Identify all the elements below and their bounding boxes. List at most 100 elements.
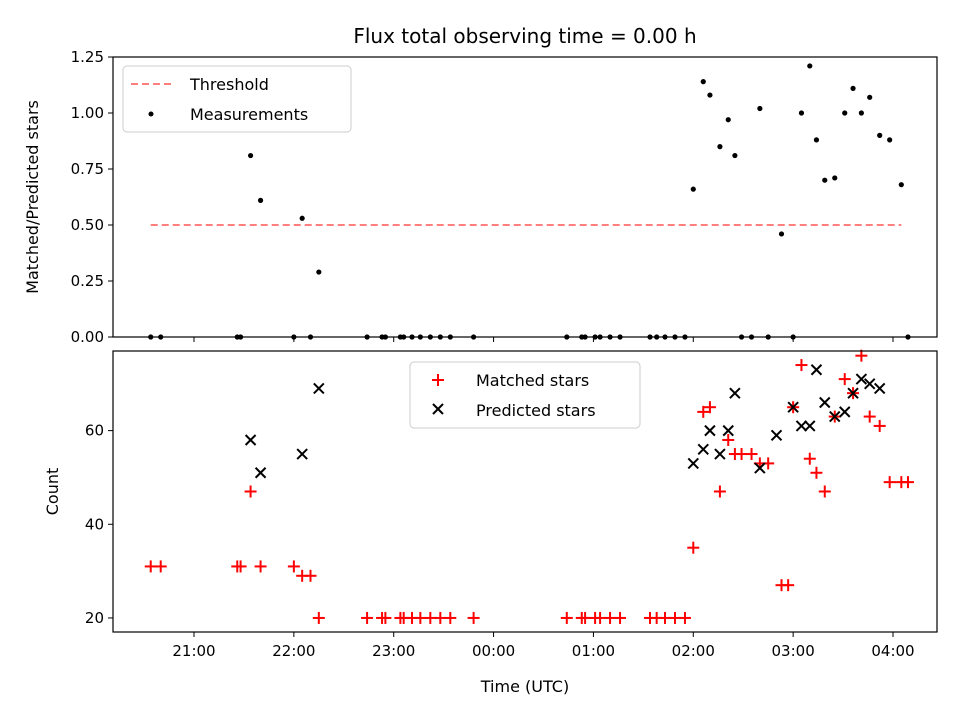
predicted-star-point [296, 448, 308, 460]
matched-star-point [244, 485, 257, 498]
matched-star-point [818, 485, 831, 498]
matched-star-point [722, 433, 735, 446]
bottom-x-tick-label: 21:00 [172, 642, 215, 660]
predicted-star-point [729, 387, 741, 399]
bottom-x-tick-label: 22:00 [272, 642, 315, 660]
chart-title: Flux total observing time = 0.00 h [353, 24, 696, 48]
x-axis-label: Time (UTC) [480, 677, 569, 696]
legend-measurements-label: Measurements [190, 105, 308, 124]
bottom-y-tick-label: 60 [85, 422, 104, 440]
top-y-tick-label: 0.00 [71, 328, 104, 346]
top-y-tick-label: 0.50 [71, 216, 104, 234]
legend-matched-swatch [432, 374, 444, 386]
matched-star-point [444, 611, 457, 624]
predicted-star-point [873, 382, 886, 395]
top-panel: 0.00 0.25 0.50 0.75 1.00 1.25 Matched/Predict… [23, 48, 938, 346]
bottom-x-tick-label: 01:00 [572, 642, 615, 660]
predicted-star-point [847, 387, 859, 399]
matched-star-point [838, 373, 851, 386]
measurement-point [299, 215, 305, 221]
top-legend-box [122, 65, 352, 133]
bottom-y-tick-label: 40 [85, 515, 104, 533]
matched-star-point [703, 401, 716, 414]
bottom-y-axis-label: Count [43, 468, 62, 516]
matched-star-point [560, 611, 573, 624]
measurement-point [867, 94, 873, 100]
predicted-star-point [804, 420, 816, 432]
predicted-star-point [687, 457, 699, 470]
top-y-tick-label: 0.75 [71, 160, 104, 178]
legend-measurements-swatch [148, 111, 154, 117]
predicted-star-point [829, 410, 841, 423]
measurement-point [247, 152, 254, 159]
measurement-point [887, 137, 893, 143]
top-y-tick-label: 1.25 [71, 48, 104, 66]
measurement-point [700, 79, 706, 85]
top-y-tick-label: 1.00 [71, 104, 104, 122]
measurement-point [898, 182, 904, 188]
matched-star-point [234, 560, 247, 573]
predicted-star-point [313, 382, 325, 395]
top-axes-frame [112, 56, 938, 338]
top-y-tick-label: 0.25 [71, 272, 104, 290]
matched-star-point [901, 476, 914, 489]
matched-star-point [361, 611, 374, 624]
bottom-x-tick-label: 02:00 [672, 642, 715, 660]
matched-star-point [678, 611, 691, 624]
matched-star-point [855, 349, 868, 362]
measurement-point [832, 175, 838, 181]
matched-star-point [713, 485, 726, 498]
bottom-panel: 20 40 60 21:00 22:00 23:00 00:00 01:00 02:00 03:… [43, 349, 938, 696]
predicted-star-point [855, 373, 868, 385]
matched-star-point [287, 560, 300, 573]
matched-star-point [782, 579, 795, 592]
matched-star-point [873, 419, 886, 432]
measurement-point [725, 117, 731, 123]
bottom-x-tick-label: 23:00 [372, 642, 415, 660]
measurement-point [858, 110, 864, 116]
top-legend: Threshold Measurements [122, 65, 352, 133]
matched-star-point [614, 611, 627, 624]
measurement-point [707, 92, 713, 98]
matched-star-point [795, 359, 808, 372]
matched-star-point [883, 476, 896, 489]
measurement-point [717, 144, 723, 150]
predicted-star-point [254, 467, 267, 479]
measurement-point [813, 137, 820, 143]
measurement-point [842, 110, 848, 116]
predicted-star-point [704, 424, 716, 437]
matched-star-point [304, 569, 317, 582]
measurement-point [877, 132, 883, 138]
top-y-axis-label: Matched/Predicted stars [23, 100, 42, 294]
legend-predicted-label: Predicted stars [476, 401, 596, 420]
bottom-x-tick-label: 04:00 [871, 642, 914, 660]
measurement-point [778, 231, 785, 237]
top-x-ticks [193, 337, 894, 342]
predicted-star-point [819, 396, 831, 409]
bottom-x-tick-label: 03:00 [772, 642, 815, 660]
predicted-star-point [722, 424, 734, 437]
matched-star-point [254, 560, 267, 573]
bottom-x-tick-label: 00:00 [472, 642, 515, 660]
measurement-point [316, 269, 322, 275]
predicted-star-point [714, 448, 726, 460]
top-y-ticks: 0.00 0.25 0.50 0.75 1.00 1.25 [71, 48, 113, 346]
matched-star-point [697, 405, 710, 418]
predicted-star-point [244, 434, 257, 446]
measurement-point [822, 177, 828, 183]
bottom-axes-frame [112, 350, 938, 633]
matched-star-point [467, 611, 480, 624]
predicted-star-point [839, 406, 851, 418]
measurement-point [257, 197, 264, 203]
matched-star-point [863, 410, 876, 423]
measurement-point [807, 63, 813, 69]
measurement-point [850, 85, 856, 91]
bottom-legend-box [409, 361, 641, 429]
predicted-star-point [810, 364, 823, 376]
matched-star-point [803, 452, 816, 465]
matched-star-point [379, 611, 392, 624]
predicted-star-point [795, 420, 808, 432]
measurement-point [690, 186, 696, 192]
predicted-star-point [697, 443, 709, 456]
